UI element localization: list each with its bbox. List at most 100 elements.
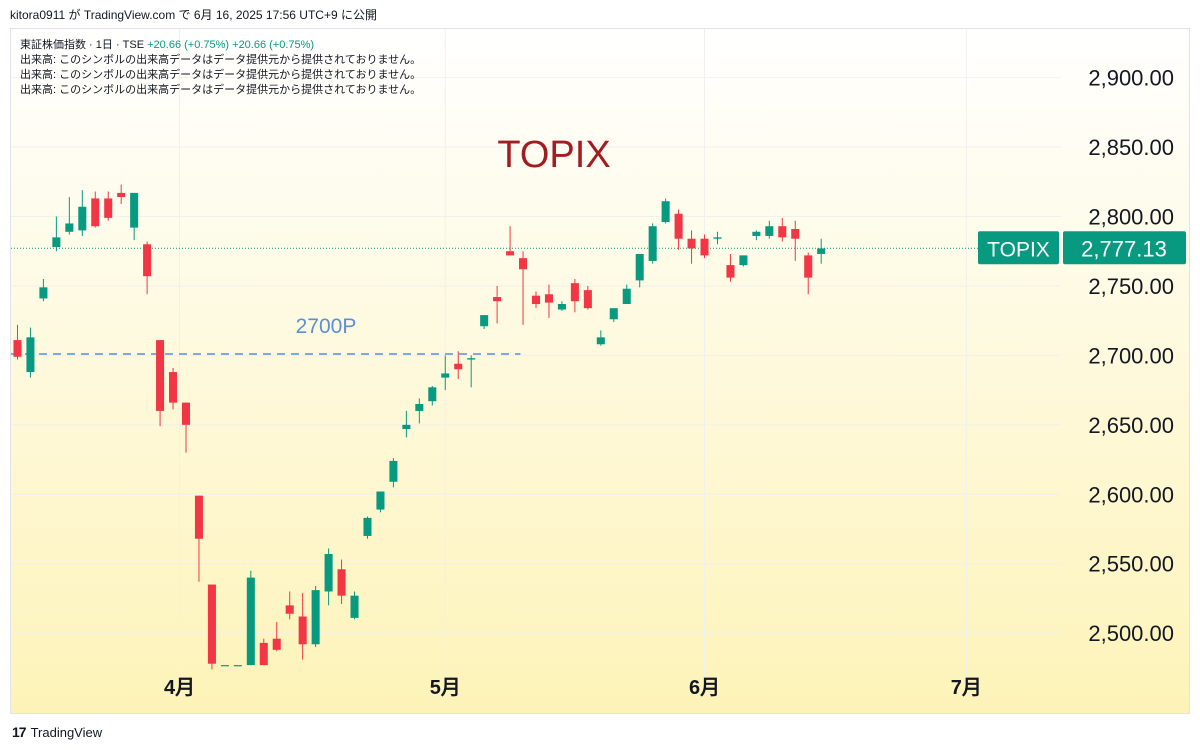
- last-price-tag[interactable]: 2,777.13: [1063, 231, 1186, 265]
- price-tick-label: 2,650.00: [1088, 413, 1174, 438]
- candle-body: [104, 198, 113, 218]
- candle-body: [415, 404, 424, 411]
- candle[interactable]: [661, 198, 670, 224]
- candle[interactable]: [324, 548, 333, 606]
- last-price-tag-text: 2,777.13: [1081, 236, 1167, 261]
- candle[interactable]: [778, 217, 787, 242]
- candle[interactable]: [454, 351, 463, 379]
- candle[interactable]: [609, 308, 618, 323]
- candle[interactable]: [363, 516, 372, 539]
- candle[interactable]: [220, 665, 229, 667]
- candle[interactable]: [687, 230, 696, 264]
- candle[interactable]: [194, 495, 203, 582]
- candle[interactable]: [583, 285, 592, 310]
- candle[interactable]: [467, 355, 476, 388]
- candle-body: [246, 577, 255, 666]
- candle[interactable]: [337, 559, 346, 604]
- candle[interactable]: [246, 570, 255, 666]
- candle[interactable]: [817, 238, 826, 264]
- candle[interactable]: [635, 254, 644, 288]
- candle[interactable]: [65, 197, 74, 235]
- candle-body: [778, 226, 787, 238]
- candle[interactable]: [130, 192, 139, 241]
- candle[interactable]: [480, 315, 489, 329]
- candle-body: [648, 226, 657, 261]
- candle[interactable]: [26, 327, 35, 378]
- candle[interactable]: [39, 279, 48, 302]
- candlestick-chart[interactable]: 2,500.00 2,550.00 2,600.00 2,650.00 2,700.00…: [11, 29, 1190, 714]
- tradingview-logo-icon[interactable]: 17: [12, 724, 27, 740]
- volume-note: 出来高: このシンボルの出来高データはデータ提供元から提供されておりません。: [20, 54, 422, 66]
- candle-body: [635, 254, 644, 281]
- candle[interactable]: [648, 223, 657, 264]
- candle-body: [259, 642, 268, 666]
- candle[interactable]: [726, 254, 735, 282]
- candle[interactable]: [713, 231, 722, 245]
- candle[interactable]: [622, 284, 631, 304]
- candle-body: [661, 201, 670, 223]
- candle[interactable]: [519, 251, 528, 325]
- candle[interactable]: [531, 291, 541, 309]
- candle-body: [350, 595, 359, 618]
- candle[interactable]: [739, 255, 748, 267]
- candle[interactable]: [791, 220, 800, 261]
- candle[interactable]: [441, 355, 450, 391]
- candle[interactable]: [117, 184, 126, 204]
- time-tick-label: 5月: [430, 677, 461, 699]
- tradingview-logo-text[interactable]: TradingView: [30, 724, 103, 740]
- candle[interactable]: [259, 638, 268, 666]
- candle[interactable]: [207, 584, 216, 670]
- candle[interactable]: [78, 190, 87, 236]
- candle[interactable]: [506, 226, 515, 256]
- candle[interactable]: [765, 220, 774, 239]
- candle-body: [609, 308, 618, 320]
- candle[interactable]: [557, 301, 566, 311]
- candle[interactable]: [752, 230, 761, 241]
- candle[interactable]: [544, 284, 553, 318]
- candle-body: [454, 363, 463, 370]
- candle[interactable]: [389, 458, 398, 488]
- chart-pane[interactable]: 2,500.00 2,550.00 2,600.00 2,650.00 2,700.00…: [10, 28, 1190, 714]
- candle-body: [337, 569, 346, 596]
- candle[interactable]: [804, 252, 813, 295]
- symbol-info: 東証株価指数 · 1日 · TSE: [20, 39, 145, 51]
- candle-body: [363, 517, 372, 536]
- candle[interactable]: [596, 330, 605, 346]
- candle[interactable]: [13, 324, 22, 360]
- candle[interactable]: [298, 592, 307, 660]
- candle-body: [557, 304, 566, 310]
- change-value-1: +20.66 (+0.75%): [147, 39, 230, 51]
- candle[interactable]: [143, 241, 152, 295]
- candle-body: [687, 238, 696, 249]
- candle[interactable]: [156, 340, 165, 427]
- candle[interactable]: [52, 216, 61, 252]
- candle-body: [739, 255, 748, 266]
- candle[interactable]: [402, 410, 411, 438]
- candle[interactable]: [91, 191, 100, 228]
- candle[interactable]: [233, 665, 242, 667]
- symbol-tag-text: TOPIX: [987, 238, 1050, 261]
- candle[interactable]: [311, 585, 320, 648]
- time-axis: 4月 5月 6月 7月: [164, 677, 982, 699]
- candle[interactable]: [700, 234, 709, 259]
- candle[interactable]: [169, 367, 178, 410]
- candle[interactable]: [350, 591, 359, 620]
- candle[interactable]: [181, 402, 191, 453]
- change-value-2: +20.66 (+0.75%): [232, 39, 315, 51]
- candle[interactable]: [272, 622, 281, 652]
- candle[interactable]: [104, 191, 113, 221]
- candle[interactable]: [415, 398, 424, 424]
- candle[interactable]: [570, 279, 579, 313]
- price-axis-area[interactable]: [1061, 29, 1190, 714]
- candle-body: [713, 237, 722, 239]
- candle-body: [156, 340, 165, 411]
- candle[interactable]: [376, 491, 385, 513]
- candle[interactable]: [493, 285, 502, 324]
- symbol-price-tag[interactable]: TOPIX: [978, 231, 1059, 265]
- candle-body: [519, 258, 528, 270]
- candle[interactable]: [285, 591, 294, 620]
- chart-background: [11, 29, 1189, 713]
- candle-body: [402, 424, 411, 429]
- candle[interactable]: [428, 385, 437, 406]
- candle[interactable]: [674, 209, 683, 250]
